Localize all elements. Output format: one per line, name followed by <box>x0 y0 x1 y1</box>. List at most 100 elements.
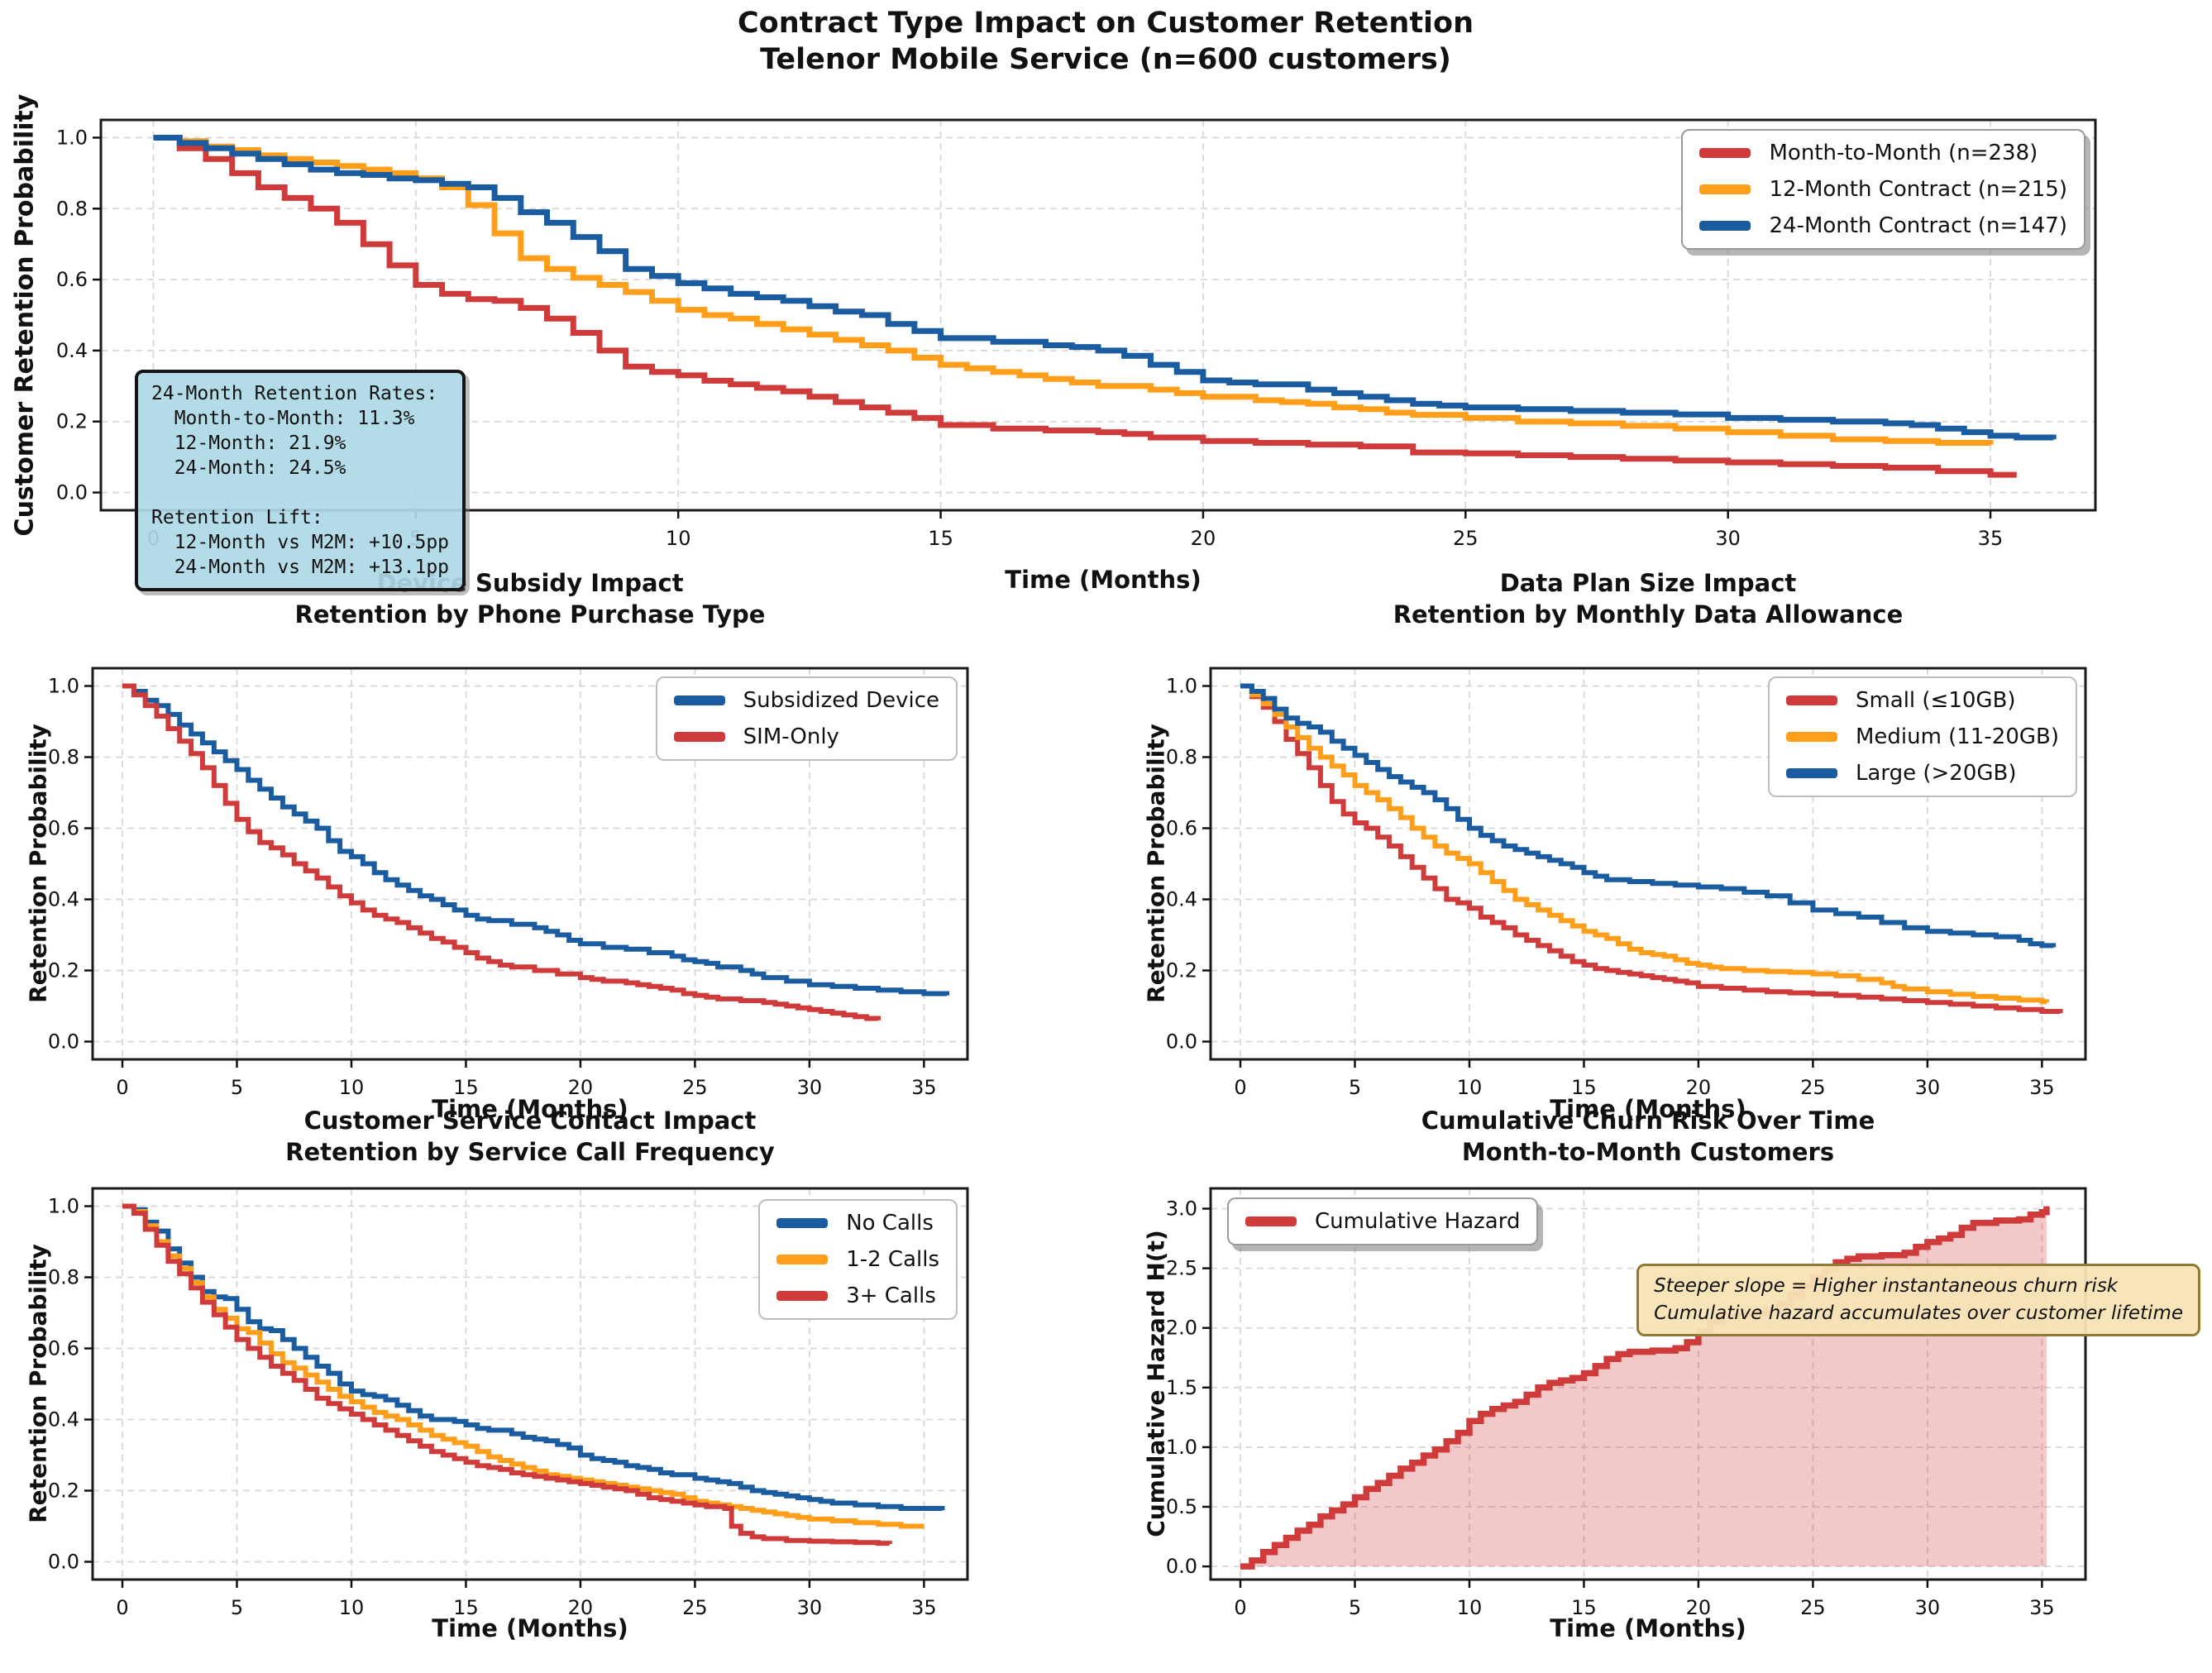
svg-text:10: 10 <box>339 1076 365 1099</box>
legend-swatch-12calls <box>776 1255 829 1264</box>
legend-swatch-medium <box>1785 732 1837 742</box>
legend-label-subsidized: Subsidized Device <box>743 688 939 713</box>
svg-text:1.0: 1.0 <box>1166 1436 1197 1459</box>
svg-text:0.5: 0.5 <box>1166 1495 1197 1518</box>
annotation-line <box>151 480 449 505</box>
svg-text:5: 5 <box>231 1596 243 1619</box>
title-hazard-line1: Cumulative Churn Risk Over Time <box>1421 1107 1875 1135</box>
legend-label-nocalls: No Calls <box>846 1211 934 1236</box>
svg-text:5: 5 <box>1349 1596 1361 1619</box>
svg-text:2.5: 2.5 <box>1166 1257 1197 1280</box>
title-service-line2: Retention by Service Call Frequency <box>285 1138 775 1166</box>
svg-text:15: 15 <box>1571 1076 1597 1099</box>
svg-text:0.6: 0.6 <box>1166 817 1197 840</box>
svg-text:10: 10 <box>1457 1596 1483 1619</box>
svg-text:25: 25 <box>1800 1596 1826 1619</box>
svg-text:0: 0 <box>1234 1076 1246 1099</box>
figure-title-line2: Telenor Mobile Service (n=600 customers) <box>760 43 1451 76</box>
xlabel-dataplan-chart: Time (Months) <box>1550 1095 1746 1123</box>
legend-item: 3+ Calls <box>776 1283 939 1308</box>
legend-label-12calls: 1-2 Calls <box>846 1247 939 1272</box>
title-service-chart: Customer Service Contact Impact Retentio… <box>285 1105 775 1168</box>
title-device-line2: Retention by Phone Purchase Type <box>294 600 766 629</box>
svg-text:20: 20 <box>1686 1596 1712 1619</box>
svg-text:0.4: 0.4 <box>56 339 88 362</box>
ylabel-contract-chart: Customer Retention Probability <box>10 93 40 537</box>
svg-text:35: 35 <box>911 1076 937 1099</box>
legend-swatch-hazard <box>1245 1217 1297 1226</box>
ylabel-dataplan-chart: Retention Probability <box>1142 724 1170 1003</box>
title-hazard-chart: Cumulative Churn Risk Over Time Month-to… <box>1421 1105 1875 1168</box>
svg-text:30: 30 <box>1915 1076 1941 1099</box>
svg-text:30: 30 <box>1915 1596 1941 1619</box>
legend-label-24m: 24-Month Contract (n=147) <box>1769 213 2067 238</box>
svg-text:0: 0 <box>116 1076 128 1099</box>
svg-text:25: 25 <box>1800 1076 1826 1099</box>
svg-text:0.2: 0.2 <box>48 1479 79 1503</box>
ylabel-service-chart: Retention Probability <box>24 1244 52 1523</box>
svg-text:15: 15 <box>453 1076 479 1099</box>
svg-text:5: 5 <box>1349 1076 1361 1099</box>
svg-text:1.5: 1.5 <box>1166 1376 1197 1399</box>
legend-label-small: Small (≤10GB) <box>1855 688 2016 713</box>
ylabel-hazard-chart: Cumulative Hazard H(t) <box>1142 1230 1170 1537</box>
figure-title-line1: Contract Type Impact on Customer Retenti… <box>737 7 1474 40</box>
svg-text:30: 30 <box>1715 527 1741 550</box>
legend-swatch-12m <box>1699 184 1751 194</box>
svg-text:35: 35 <box>911 1596 937 1619</box>
ylabel-device-chart: Retention Probability <box>24 724 52 1003</box>
legend-dataplan: Small (≤10GB) Medium (11-20GB) Large (>2… <box>1767 676 2077 797</box>
svg-text:0.4: 0.4 <box>48 1408 79 1432</box>
svg-text:35: 35 <box>2029 1076 2055 1099</box>
title-hazard-line2: Month-to-Month Customers <box>1461 1138 1835 1166</box>
svg-text:0.4: 0.4 <box>1166 888 1197 911</box>
legend-swatch-simonly <box>673 732 725 742</box>
legend-service: No Calls 1-2 Calls 3+ Calls <box>758 1199 958 1320</box>
legend-contract: Month-to-Month (n=238) 12-Month Contract… <box>1681 129 2085 250</box>
svg-text:25: 25 <box>682 1596 708 1619</box>
svg-text:15: 15 <box>453 1596 479 1619</box>
svg-text:1.0: 1.0 <box>56 126 88 149</box>
svg-text:0.2: 0.2 <box>1166 959 1197 982</box>
annotation-line: 24-Month vs M2M: +13.1pp <box>151 557 450 578</box>
svg-text:30: 30 <box>797 1076 823 1099</box>
legend-item: Medium (11-20GB) <box>1785 724 2059 749</box>
title-service-line1: Customer Service Contact Impact <box>303 1107 757 1135</box>
legend-item: No Calls <box>776 1211 939 1236</box>
svg-text:25: 25 <box>682 1076 708 1099</box>
legend-swatch-nocalls <box>776 1218 829 1228</box>
legend-item: Large (>20GB) <box>1785 761 2059 786</box>
annotation-hazard-note: Steeper slope = Higher instantaneous chu… <box>1636 1264 2200 1336</box>
svg-text:0.0: 0.0 <box>1166 1555 1197 1578</box>
svg-text:0.0: 0.0 <box>48 1030 79 1054</box>
legend-swatch-24m <box>1699 221 1751 231</box>
legend-device: Subsidized Device SIM-Only <box>655 676 958 761</box>
legend-swatch-3pluscalls <box>776 1291 829 1301</box>
title-dataplan-line1: Data Plan Size Impact <box>1499 569 1797 597</box>
annotation-line: Cumulative hazard accumulates over custo… <box>1654 1303 2183 1324</box>
svg-text:0.8: 0.8 <box>48 1266 79 1289</box>
xlabel-service-chart: Time (Months) <box>432 1614 628 1642</box>
svg-text:0.6: 0.6 <box>48 1337 79 1360</box>
svg-text:10: 10 <box>339 1596 365 1619</box>
svg-text:0.0: 0.0 <box>1166 1030 1197 1054</box>
legend-item: Cumulative Hazard <box>1245 1209 1520 1234</box>
legend-label-medium: Medium (11-20GB) <box>1855 724 2059 749</box>
legend-item: Month-to-Month (n=238) <box>1699 141 2067 165</box>
annotation-line: Steeper slope = Higher instantaneous chu… <box>1654 1275 2119 1297</box>
svg-text:3.0: 3.0 <box>1166 1197 1197 1221</box>
legend-item: 12-Month Contract (n=215) <box>1699 177 2067 202</box>
annotation-line: 12-Month vs M2M: +10.5pp <box>151 532 450 553</box>
legend-label-12m: 12-Month Contract (n=215) <box>1769 177 2067 202</box>
legend-label-large: Large (>20GB) <box>1855 761 2017 786</box>
svg-text:20: 20 <box>1686 1076 1712 1099</box>
legend-swatch-small <box>1785 695 1837 705</box>
svg-text:0.0: 0.0 <box>56 481 88 504</box>
legend-label-hazard: Cumulative Hazard <box>1315 1209 1521 1234</box>
annotation-line: 24-Month: 24.5% <box>151 457 346 479</box>
svg-text:0: 0 <box>116 1596 128 1619</box>
svg-text:10: 10 <box>1457 1076 1483 1099</box>
svg-text:0.2: 0.2 <box>56 410 88 433</box>
legend-label-3pluscalls: 3+ Calls <box>846 1283 936 1308</box>
